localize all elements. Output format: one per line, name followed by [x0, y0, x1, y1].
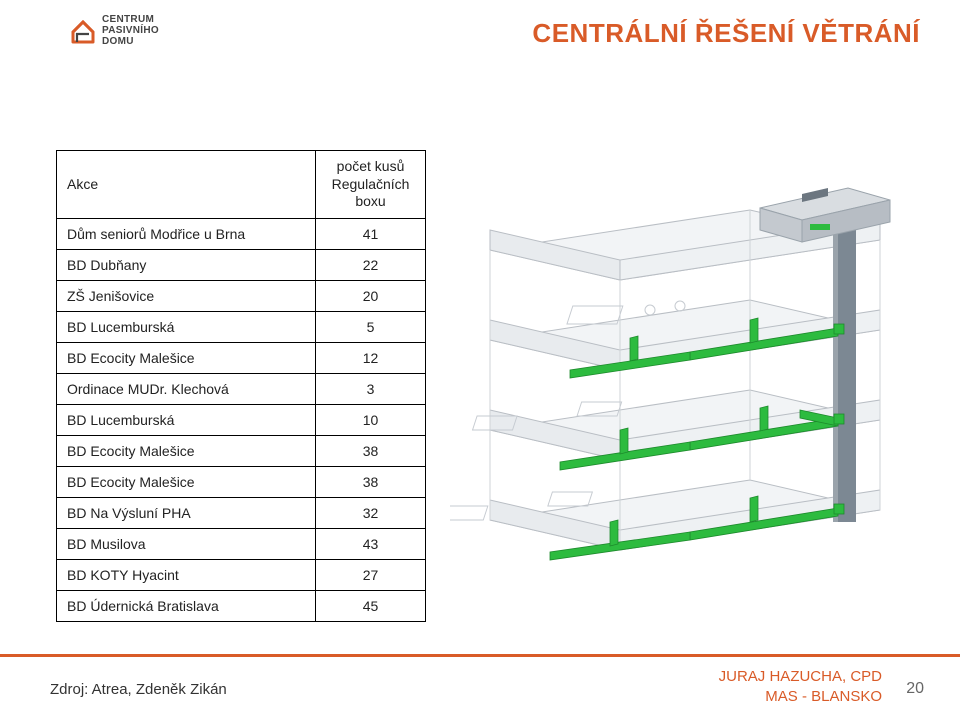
table-row: BD KOTY Hyacint27 — [57, 559, 426, 590]
cell-name: BD KOTY Hyacint — [57, 559, 316, 590]
col-header-akce: Akce — [57, 151, 316, 219]
table: Akce počet kusů Regulačních boxu Dům sen… — [56, 150, 426, 622]
page-title: CENTRÁLNÍ ŘEŠENÍ VĚTRÁNÍ — [532, 18, 920, 49]
logo-house-icon — [70, 18, 96, 44]
logo-text-line1: CENTRUM — [102, 14, 154, 25]
table-header-row: Akce počet kusů Regulačních boxu — [57, 151, 426, 219]
table-row: BD Ecocity Malešice38 — [57, 466, 426, 497]
cell-name: BD Ecocity Malešice — [57, 466, 316, 497]
cell-name: BD Lucemburská — [57, 311, 316, 342]
table-row: BD Ecocity Malešice38 — [57, 435, 426, 466]
header: CENTRUM PASIVNÍHO DOMU CENTRÁLNÍ ŘEŠENÍ … — [0, 0, 960, 60]
table-row: BD Lucemburská10 — [57, 404, 426, 435]
cell-value: 43 — [316, 528, 426, 559]
building-illustration — [450, 130, 920, 570]
table-row: ZŠ Jenišovice20 — [57, 280, 426, 311]
cell-name: BD Dubňany — [57, 249, 316, 280]
cell-name: BD Ecocity Malešice — [57, 342, 316, 373]
table-row: BD Musilova43 — [57, 528, 426, 559]
cell-name: BD Lucemburská — [57, 404, 316, 435]
cell-name: BD Na Výsluní PHA — [57, 497, 316, 528]
cell-value: 10 — [316, 404, 426, 435]
logo-text-line3: DOMU — [102, 36, 134, 47]
footer: Zdroj: Atrea, Zdeněk Zikán JURAJ HAZUCHA… — [0, 654, 960, 718]
cell-name: BD Údernická Bratislava — [57, 590, 316, 621]
page-number: 20 — [906, 680, 924, 698]
cell-value: 27 — [316, 559, 426, 590]
table-row: BD Údernická Bratislava45 — [57, 590, 426, 621]
cell-value: 5 — [316, 311, 426, 342]
cell-name: BD Ecocity Malešice — [57, 435, 316, 466]
logo-text-line2: PASIVNÍHO — [102, 25, 159, 36]
author-line2: MAS - BLANSKO — [719, 687, 882, 707]
logo: CENTRUM PASIVNÍHO DOMU — [70, 14, 159, 47]
cell-value: 32 — [316, 497, 426, 528]
cell-value: 20 — [316, 280, 426, 311]
cell-value: 45 — [316, 590, 426, 621]
cell-name: ZŠ Jenišovice — [57, 280, 316, 311]
cell-value: 22 — [316, 249, 426, 280]
table-row: BD Na Výsluní PHA32 — [57, 497, 426, 528]
data-table: Akce počet kusů Regulačních boxu Dům sen… — [56, 150, 426, 622]
cell-name: BD Musilova — [57, 528, 316, 559]
cell-value: 38 — [316, 466, 426, 497]
cell-value: 38 — [316, 435, 426, 466]
table-row: BD Dubňany22 — [57, 249, 426, 280]
logo-text: CENTRUM PASIVNÍHO DOMU — [102, 14, 159, 47]
table-row: BD Ecocity Malešice12 — [57, 342, 426, 373]
cell-name: Dům seniorů Modřice u Brna — [57, 218, 316, 249]
cell-value: 41 — [316, 218, 426, 249]
col-header-count: počet kusů Regulačních boxu — [316, 151, 426, 219]
author-line1: JURAJ HAZUCHA, CPD — [719, 667, 882, 687]
author-block: JURAJ HAZUCHA, CPD MAS - BLANSKO — [719, 667, 882, 706]
table-row: BD Lucemburská5 — [57, 311, 426, 342]
table-row: Dům seniorů Modřice u Brna41 — [57, 218, 426, 249]
table-row: Ordinace MUDr. Klechová3 — [57, 373, 426, 404]
cell-name: Ordinace MUDr. Klechová — [57, 373, 316, 404]
cell-value: 12 — [316, 342, 426, 373]
source-text: Zdroj: Atrea, Zdeněk Zikán — [50, 681, 227, 698]
cell-value: 3 — [316, 373, 426, 404]
